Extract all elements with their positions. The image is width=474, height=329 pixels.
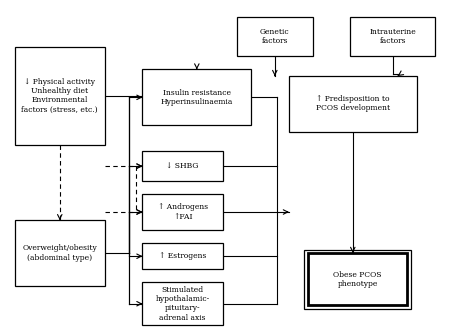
FancyBboxPatch shape (15, 47, 105, 145)
FancyBboxPatch shape (143, 69, 251, 125)
Text: ↑ Androgens
↑FAI: ↑ Androgens ↑FAI (157, 203, 208, 221)
FancyBboxPatch shape (143, 282, 223, 325)
FancyBboxPatch shape (143, 151, 223, 181)
Text: ↑ Predisposition to
PCOS development: ↑ Predisposition to PCOS development (316, 95, 390, 113)
Text: Stimulated
hypothalamic-
pituitary-
adrenal axis: Stimulated hypothalamic- pituitary- adre… (155, 286, 210, 321)
FancyBboxPatch shape (350, 17, 436, 56)
FancyBboxPatch shape (15, 220, 105, 286)
Text: Genetic
factors: Genetic factors (260, 28, 290, 45)
Text: ↑ Estrogens: ↑ Estrogens (159, 252, 206, 260)
FancyBboxPatch shape (143, 194, 223, 230)
FancyBboxPatch shape (308, 253, 407, 305)
FancyBboxPatch shape (143, 243, 223, 269)
FancyBboxPatch shape (237, 17, 313, 56)
Text: Overweight/obesity
(abdominal type): Overweight/obesity (abdominal type) (22, 244, 97, 262)
FancyBboxPatch shape (289, 76, 417, 132)
Text: Obese PCOS
phenotype: Obese PCOS phenotype (333, 270, 382, 288)
Text: ↓ SHBG: ↓ SHBG (166, 162, 199, 170)
Text: Intrauterine
factors: Intrauterine factors (370, 28, 416, 45)
Text: Insulin resistance
Hyperinsulinaemia: Insulin resistance Hyperinsulinaemia (161, 89, 233, 106)
Text: ↓ Physical activity
Unhealthy diet
Environmental
factors (stress, etc.): ↓ Physical activity Unhealthy diet Envir… (21, 78, 98, 114)
